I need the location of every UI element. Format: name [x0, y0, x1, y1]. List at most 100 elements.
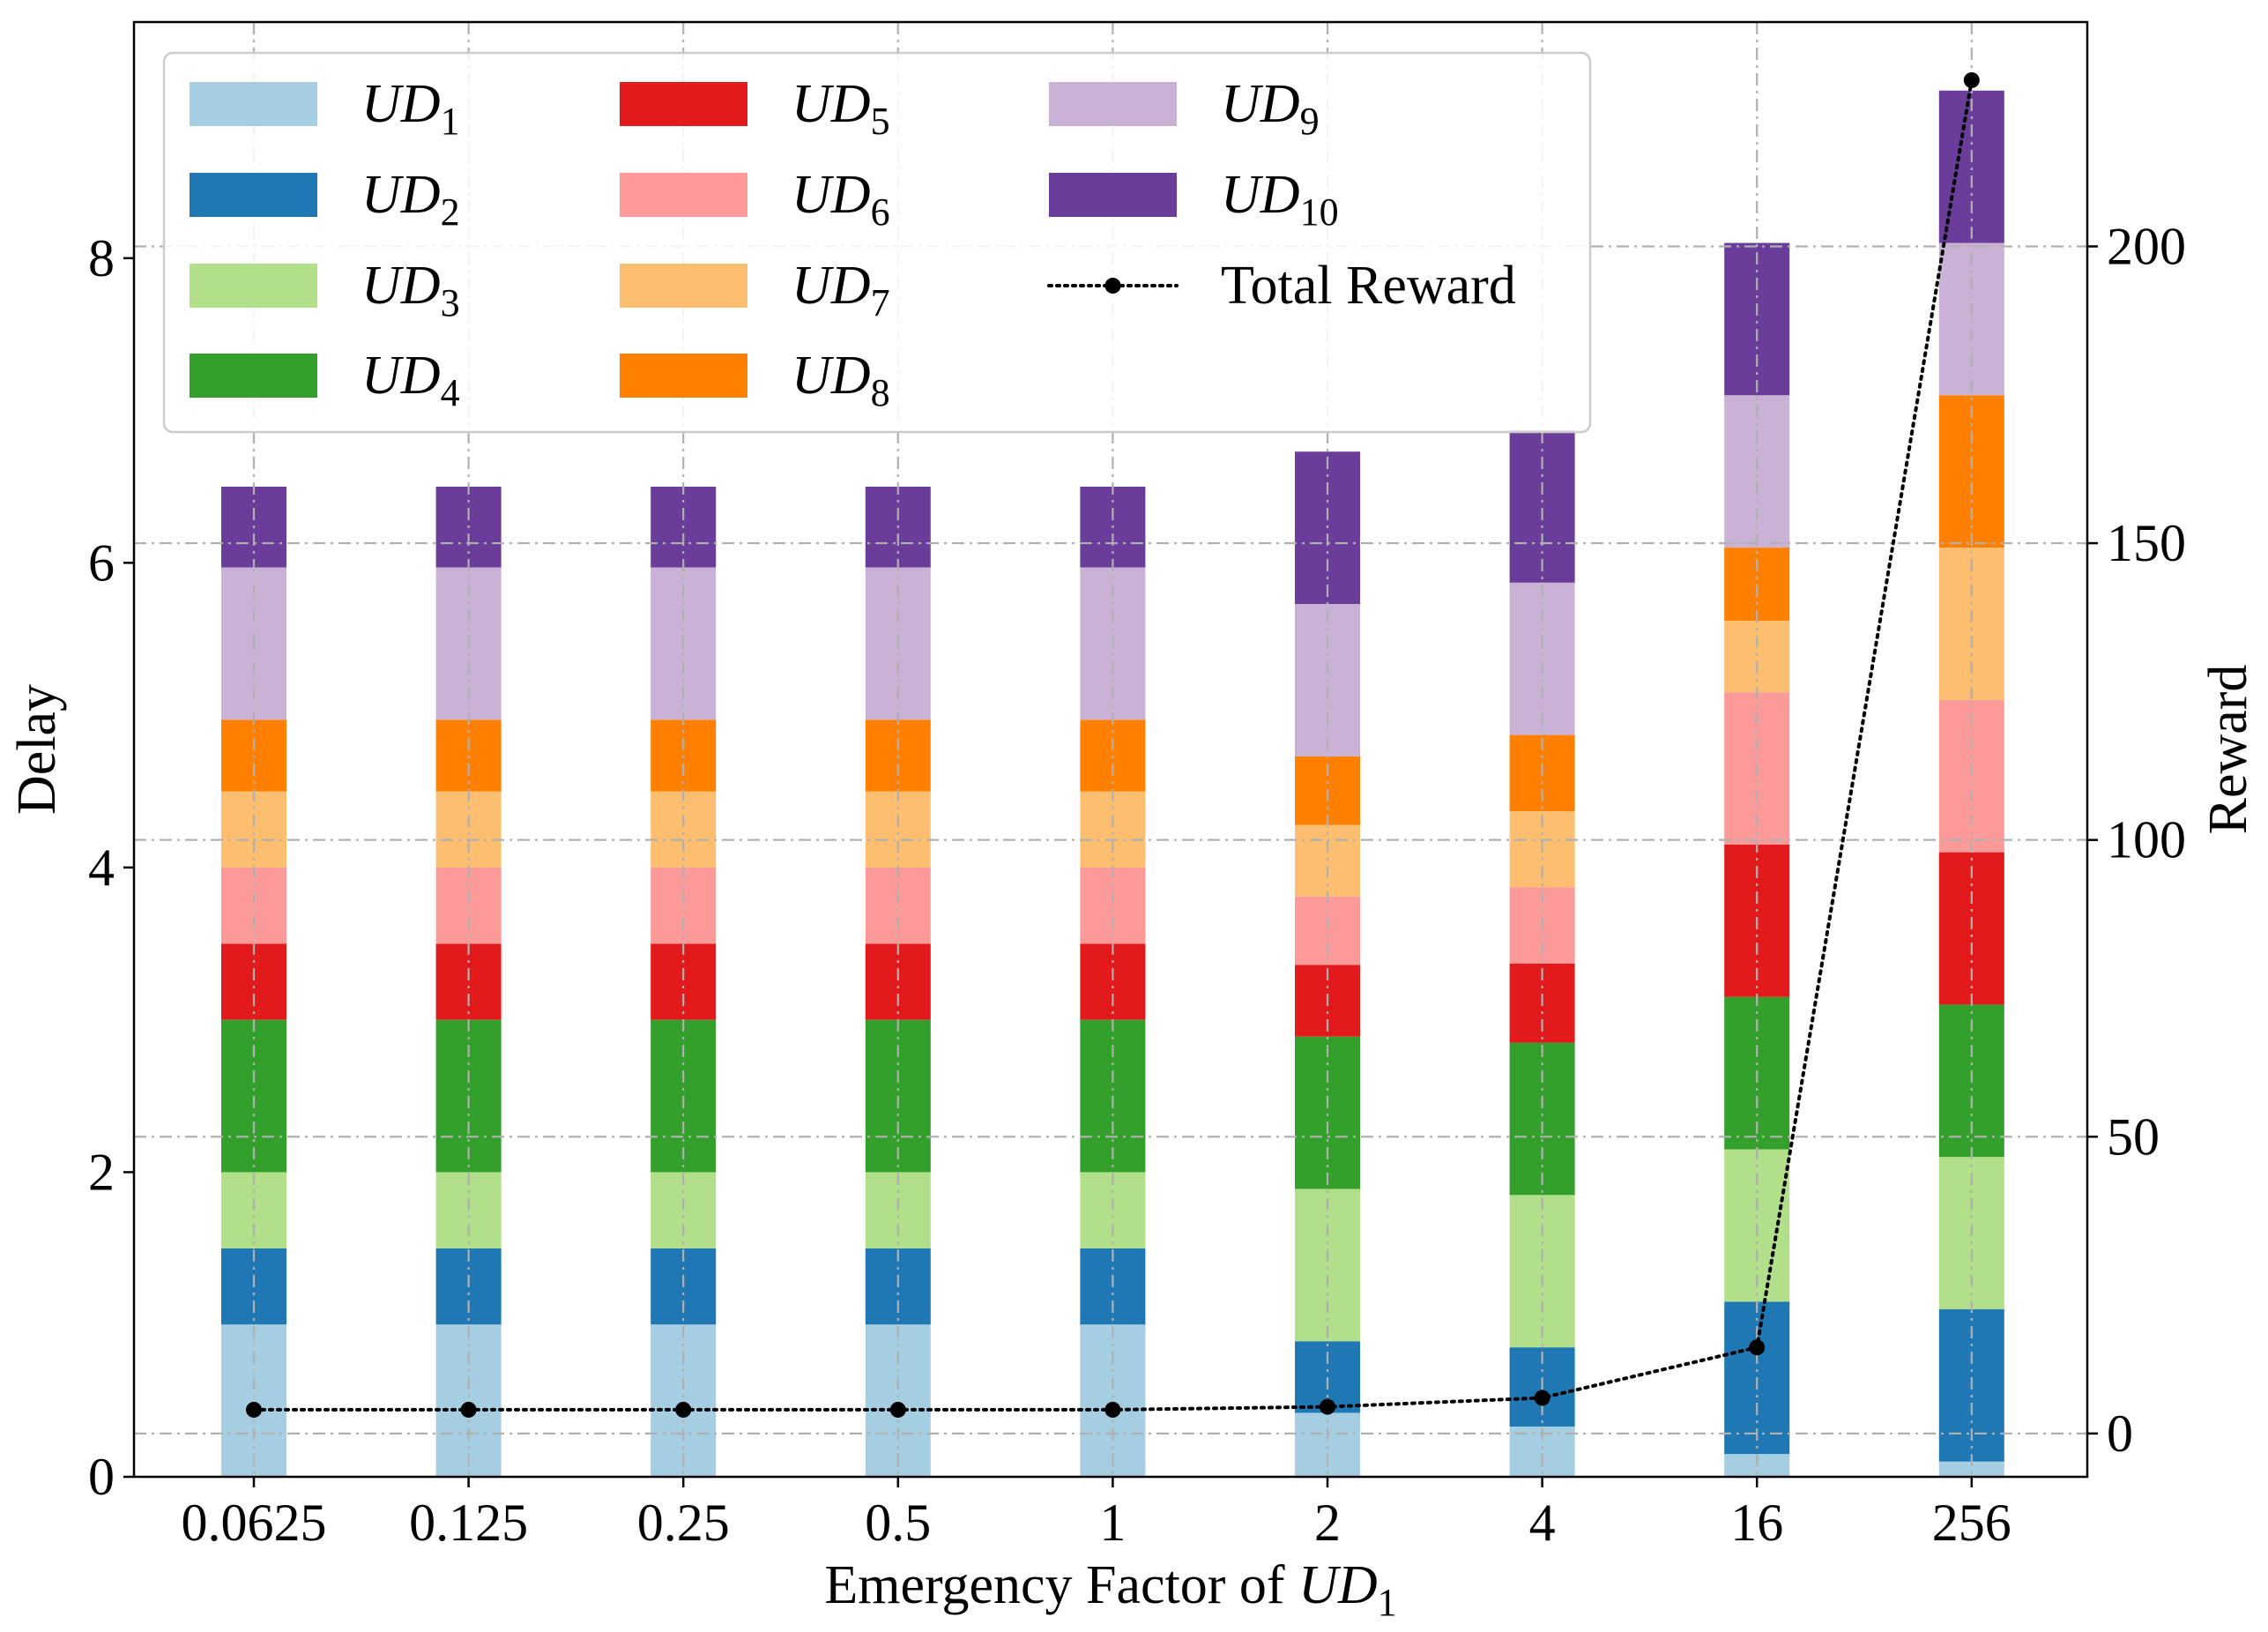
bar-segment-ud5-0.5 [865, 943, 931, 1020]
plot-frame [132, 20, 2089, 1479]
total-reward-point-0.25 [675, 1401, 692, 1418]
y-axis-title: Delay [7, 684, 67, 815]
legend-label-sub-ud10: 10 [1300, 190, 1339, 234]
legend-label-ud10: UD10 [1221, 165, 1339, 234]
bar-segment-ud3-2 [1295, 1189, 1360, 1342]
legend-label-ud4: UD4 [361, 346, 460, 414]
legend-label-ud8: UD8 [792, 346, 890, 414]
legend-swatch-ud7 [620, 264, 747, 308]
y-tick-label-4: 4 [88, 838, 115, 897]
x-tick-label-256: 256 [1932, 1494, 2011, 1552]
x-tick-label-0.25: 0.25 [637, 1494, 730, 1552]
total-reward-point-0.0625 [246, 1401, 262, 1418]
y2-tick-label-50: 50 [2107, 1107, 2160, 1166]
legend-label-main-ud2: UD [361, 165, 441, 225]
y-tick-label-0: 0 [88, 1448, 115, 1506]
legend-label-main-ud10: UD [1221, 165, 1300, 225]
x-axis-title-math: UD [1298, 1555, 1378, 1615]
bar-segment-ud7-0.125 [435, 791, 502, 868]
bar-segment-ud1-0.5 [865, 1324, 931, 1477]
bar-segment-ud10-16 [1724, 242, 1790, 396]
legend-label-main-ud5: UD [792, 74, 871, 134]
legend-swatch-ud6 [620, 173, 747, 217]
y-tick-label-6: 6 [88, 533, 115, 592]
legend-swatch-ud3 [190, 264, 317, 308]
legend-label-ud7: UD7 [792, 256, 890, 324]
legend-label-ud2: UD2 [361, 165, 460, 234]
y2-tick-label-150: 150 [2107, 514, 2186, 572]
legend-label-ud5: UD5 [792, 74, 890, 143]
bar-segment-ud6-0.25 [651, 867, 717, 944]
legend-label-sub-ud1: 1 [441, 100, 460, 143]
bar-segment-ud6-1 [1080, 867, 1146, 944]
legend-label-sub-ud6: 6 [871, 190, 890, 234]
x-axis-title-sub: 1 [1378, 1581, 1397, 1624]
bar-segment-ud3-4 [1509, 1195, 1575, 1348]
legend-label-sub-ud4: 4 [441, 371, 460, 414]
legend-label-ud1: UD1 [361, 74, 460, 143]
total-reward-point-4 [1534, 1390, 1550, 1406]
legend-label-ud9: UD9 [1221, 74, 1320, 143]
bar-segment-ud9-256 [1938, 242, 2004, 396]
x-tick-label-2: 2 [1314, 1494, 1341, 1552]
bar-segment-ud7-1 [1080, 791, 1146, 868]
legend-frame [162, 51, 1592, 434]
bar-segment-ud6-0.0625 [221, 867, 286, 944]
y2-tick-label-0: 0 [2107, 1405, 2133, 1463]
legend-label-main-ud4: UD [361, 346, 441, 406]
bar-segment-ud5-1 [1080, 943, 1146, 1020]
x-tick-label-4: 4 [1529, 1494, 1556, 1552]
legend-label-main-ud1: UD [361, 74, 441, 134]
legend-swatch-ud8 [620, 354, 747, 398]
bar-segment-ud5-0.125 [435, 943, 502, 1020]
x-tick-label-0.5: 0.5 [865, 1494, 931, 1552]
bar-segment-ud10-4 [1509, 430, 1575, 583]
bar-segment-ud5-0.25 [651, 943, 717, 1020]
bar-segment-ud10-256 [1938, 90, 2004, 243]
legend-label-sub-ud2: 2 [441, 190, 460, 234]
legend-label-sub-ud9: 9 [1300, 100, 1320, 143]
y2-tick-label-100: 100 [2107, 811, 2186, 869]
bar-segment-ud4-4 [1509, 1042, 1575, 1196]
bar-segment-ud7-0.5 [865, 791, 931, 868]
bar-segment-ud6-0.5 [865, 867, 931, 944]
bar-segment-ud6-0.125 [435, 867, 502, 944]
x-axis-title: Emergency Factor of UD1 [824, 1555, 1396, 1624]
total-reward-line [246, 71, 1980, 1418]
bar-segment-ud1-0.25 [651, 1324, 717, 1477]
legend-label-main-ud7: UD [792, 256, 871, 316]
bar-segment-ud7-0.0625 [221, 791, 286, 868]
y2-axis-title: Reward [2198, 665, 2258, 835]
legend-label-sub-ud5: 5 [871, 100, 890, 143]
bar-segment-ud8-256 [1938, 395, 2004, 548]
total-reward-point-0.5 [889, 1401, 906, 1418]
bar-segment-ud1-0.0625 [221, 1324, 286, 1477]
bar-segment-ud1-1 [1080, 1324, 1146, 1477]
x-axis-title-prefix: Emergency Factor of [824, 1555, 1298, 1615]
bar-segment-ud7-16 [1724, 621, 1790, 693]
legend-label-total-reward: Total Reward [1221, 256, 1516, 316]
bar-segment-ud7-256 [1938, 548, 2004, 700]
legend-label-sub-ud3: 3 [441, 281, 460, 324]
total-reward-point-2 [1320, 1398, 1335, 1415]
x-tick-label-1: 1 [1099, 1494, 1126, 1552]
y2-tick-label-200: 200 [2107, 217, 2186, 275]
bar-segment-ud5-0.0625 [221, 943, 286, 1020]
legend-swatch-ud4 [190, 354, 317, 398]
legend-label-main-ud3: UD [361, 256, 441, 316]
legend-label-ud3: UD3 [361, 256, 460, 324]
total-reward-point-256 [1963, 71, 1980, 88]
bar-segment-ud1-0.125 [435, 1324, 502, 1477]
x-tick-label-16: 16 [1730, 1494, 1783, 1552]
x-tick-label-0.0625: 0.0625 [182, 1494, 327, 1552]
legend-label-main-ud8: UD [792, 346, 871, 406]
legend-swatch-ud9 [1049, 82, 1177, 126]
legend-swatch-ud1 [190, 82, 317, 126]
total-reward-point-1 [1104, 1401, 1121, 1418]
x-tick-label-0.125: 0.125 [409, 1494, 528, 1552]
axis-ticks: 0.0625 0.125 0.25 0.5 1 2 4 16 256 0 2 4 6 8 0 50 100 150… [88, 217, 2186, 1552]
bar-segment-ud9-16 [1724, 395, 1790, 548]
legend-swatch-ud2 [190, 173, 317, 217]
